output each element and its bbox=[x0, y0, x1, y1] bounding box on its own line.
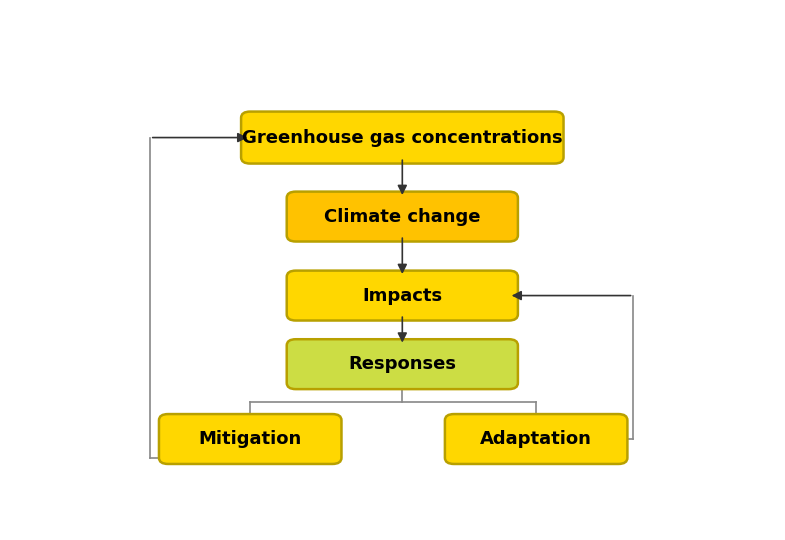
FancyBboxPatch shape bbox=[287, 271, 518, 321]
Text: Responses: Responses bbox=[349, 355, 456, 373]
Text: Adaptation: Adaptation bbox=[480, 430, 592, 448]
Text: Greenhouse gas concentrations: Greenhouse gas concentrations bbox=[242, 129, 563, 146]
Text: Climate change: Climate change bbox=[324, 207, 480, 226]
FancyBboxPatch shape bbox=[159, 414, 341, 464]
FancyBboxPatch shape bbox=[241, 112, 564, 164]
FancyBboxPatch shape bbox=[445, 414, 627, 464]
FancyBboxPatch shape bbox=[287, 339, 518, 389]
FancyBboxPatch shape bbox=[287, 192, 518, 241]
Text: Mitigation: Mitigation bbox=[199, 430, 302, 448]
Text: Impacts: Impacts bbox=[362, 287, 443, 305]
